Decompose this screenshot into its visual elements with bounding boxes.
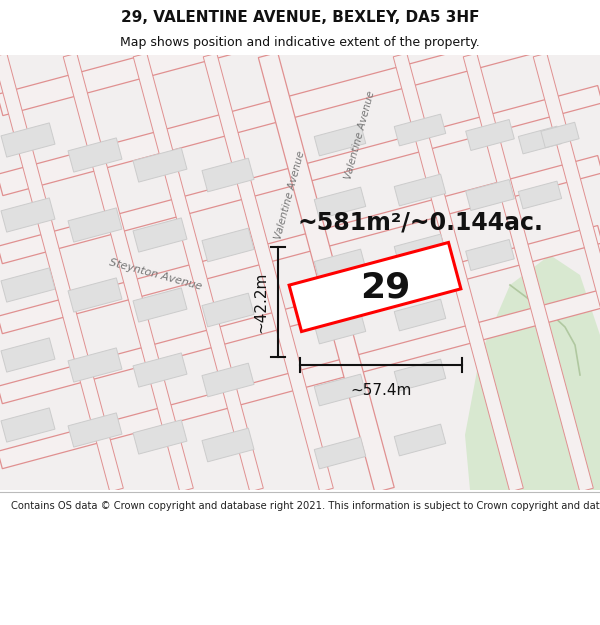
Polygon shape xyxy=(259,52,394,493)
Text: Valentine Avenue: Valentine Avenue xyxy=(274,149,307,241)
Polygon shape xyxy=(518,126,562,154)
Text: ~581m²/~0.144ac.: ~581m²/~0.144ac. xyxy=(297,211,543,235)
Polygon shape xyxy=(0,291,600,469)
Polygon shape xyxy=(466,119,514,151)
Polygon shape xyxy=(466,179,514,211)
Polygon shape xyxy=(0,156,600,334)
Polygon shape xyxy=(68,208,122,242)
Text: Valentine Avenue: Valentine Avenue xyxy=(343,89,377,181)
Polygon shape xyxy=(133,420,187,454)
Polygon shape xyxy=(68,348,122,382)
Polygon shape xyxy=(0,226,600,404)
Polygon shape xyxy=(541,122,579,148)
Polygon shape xyxy=(394,114,446,146)
Polygon shape xyxy=(393,53,523,492)
Polygon shape xyxy=(1,268,55,302)
Polygon shape xyxy=(68,138,122,172)
Polygon shape xyxy=(314,374,366,406)
Polygon shape xyxy=(202,293,254,327)
Polygon shape xyxy=(68,278,122,312)
Polygon shape xyxy=(394,299,446,331)
Polygon shape xyxy=(202,363,254,397)
Polygon shape xyxy=(0,55,600,490)
Polygon shape xyxy=(1,408,55,442)
Polygon shape xyxy=(63,53,193,492)
Text: 29: 29 xyxy=(360,270,410,304)
Polygon shape xyxy=(394,359,446,391)
Polygon shape xyxy=(0,0,600,116)
Text: ~57.4m: ~57.4m xyxy=(350,383,412,398)
Polygon shape xyxy=(0,14,600,196)
Text: Steynton Avenue: Steynton Avenue xyxy=(107,258,202,292)
Polygon shape xyxy=(394,174,446,206)
Polygon shape xyxy=(314,187,366,219)
Polygon shape xyxy=(1,123,55,157)
Polygon shape xyxy=(1,198,55,232)
Polygon shape xyxy=(202,158,254,192)
Text: Map shows position and indicative extent of the property.: Map shows position and indicative extent… xyxy=(120,36,480,49)
Polygon shape xyxy=(133,218,187,252)
Polygon shape xyxy=(1,338,55,372)
Polygon shape xyxy=(314,124,366,156)
Polygon shape xyxy=(314,249,366,281)
Polygon shape xyxy=(133,288,187,322)
Text: Contains OS data © Crown copyright and database right 2021. This information is : Contains OS data © Crown copyright and d… xyxy=(11,501,600,511)
Polygon shape xyxy=(314,312,366,344)
Polygon shape xyxy=(203,53,334,492)
Polygon shape xyxy=(518,181,562,209)
Polygon shape xyxy=(0,86,600,264)
Polygon shape xyxy=(314,437,366,469)
Polygon shape xyxy=(463,53,593,492)
Polygon shape xyxy=(68,413,122,447)
Polygon shape xyxy=(466,239,514,271)
Polygon shape xyxy=(133,353,187,387)
Polygon shape xyxy=(133,148,187,182)
Polygon shape xyxy=(465,255,600,490)
Polygon shape xyxy=(533,53,600,492)
Polygon shape xyxy=(202,228,254,262)
Text: ~42.2m: ~42.2m xyxy=(253,271,268,332)
Polygon shape xyxy=(133,53,263,492)
Polygon shape xyxy=(394,424,446,456)
Polygon shape xyxy=(202,428,254,462)
Polygon shape xyxy=(0,53,124,492)
Polygon shape xyxy=(394,234,446,266)
Polygon shape xyxy=(289,242,461,331)
Text: 29, VALENTINE AVENUE, BEXLEY, DA5 3HF: 29, VALENTINE AVENUE, BEXLEY, DA5 3HF xyxy=(121,10,479,25)
